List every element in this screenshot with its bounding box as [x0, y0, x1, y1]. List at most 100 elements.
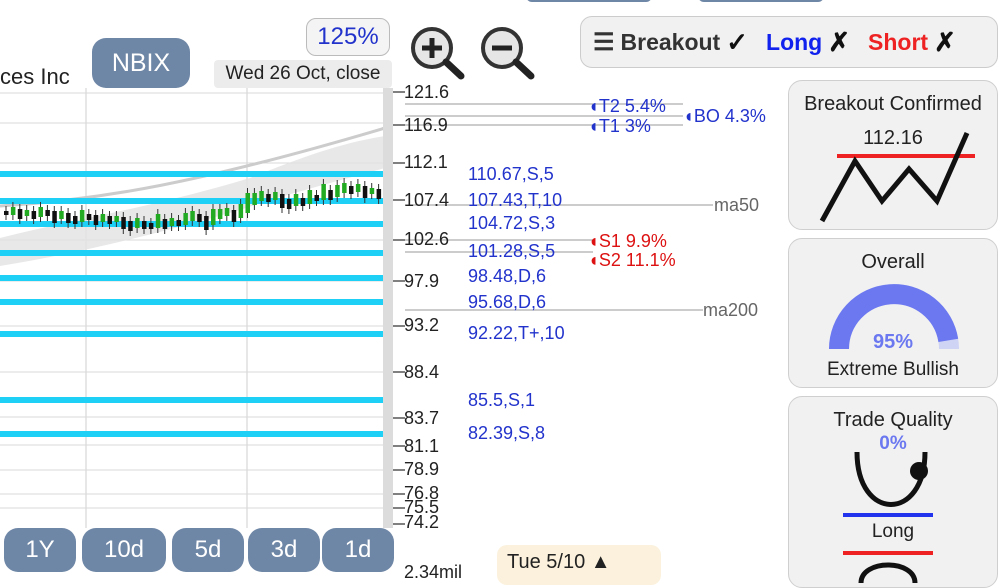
axis-tick-label: 88.4	[404, 362, 440, 382]
candle	[252, 193, 257, 205]
footer-date[interactable]: Tue 5/10 ▲	[497, 545, 661, 585]
axis-tick-label: 102.6	[404, 229, 450, 249]
candle	[31, 211, 37, 219]
trade-quality-card[interactable]: Trade Quality 0% Long	[788, 396, 998, 588]
stop-s1: ◖S1 9.9%	[588, 231, 667, 251]
candle	[93, 215, 99, 225]
level-label: 101.28,S,5	[468, 241, 556, 261]
ticker-button[interactable]: NBIX	[92, 38, 190, 88]
candle	[66, 213, 71, 223]
zoom-out-icon[interactable]	[478, 24, 536, 80]
trade-quality-icon	[843, 451, 933, 517]
candle	[286, 199, 292, 209]
level-label: 95.68,D,6	[468, 292, 547, 312]
candle	[38, 207, 43, 217]
candle	[114, 216, 119, 222]
breakout-card[interactable]: Breakout Confirmed 112.16	[788, 80, 998, 230]
candle	[79, 210, 85, 222]
trade-quality-title: Trade Quality	[833, 409, 953, 431]
candle	[280, 194, 285, 208]
company-name: ces Inc	[0, 64, 70, 89]
t1-marker-icon: ◖	[588, 116, 599, 136]
candle	[59, 211, 64, 219]
t2-marker-icon: ◖	[588, 96, 599, 116]
candle	[362, 186, 368, 198]
price-chart[interactable]	[0, 88, 400, 528]
candle	[335, 185, 340, 197]
axis-tick-label: 93.2	[404, 315, 440, 335]
candle	[86, 214, 92, 220]
candle	[17, 209, 23, 219]
timeframe-10d[interactable]: 10d	[82, 528, 166, 572]
candle	[155, 214, 161, 228]
candle	[224, 208, 230, 216]
target-t2: ◖T2 5.4%	[588, 96, 666, 116]
candle	[211, 209, 216, 225]
timeframe-3d[interactable]: 3d	[248, 528, 320, 572]
candle	[107, 216, 112, 224]
ma50-label: ma50	[714, 195, 760, 215]
candle	[245, 193, 250, 213]
level-label: 82.39,S,8	[468, 423, 546, 443]
long-label: Long	[766, 28, 823, 55]
candle	[135, 218, 140, 228]
candle	[273, 192, 278, 200]
trade-quality-percent: 0%	[879, 433, 907, 454]
list-icon: ☰	[593, 28, 615, 56]
candle	[24, 210, 30, 216]
candle	[100, 214, 106, 222]
overall-card[interactable]: Overall 95% Extreme Bullish	[788, 238, 998, 388]
axis-tick-label: 112.1	[404, 152, 448, 172]
axis-tick-label: 75.5	[404, 497, 440, 517]
level-label: 107.43,T,10	[468, 190, 563, 210]
zoom-level-badge[interactable]: 125%	[306, 18, 390, 56]
candle	[328, 190, 333, 200]
overall-verdict: Extreme Bullish	[827, 359, 959, 380]
candle	[369, 188, 375, 194]
axis-lines	[393, 91, 713, 525]
zoom-in-icon[interactable]	[408, 24, 466, 80]
candle	[148, 223, 154, 229]
signal-bar[interactable]: ☰ Breakout ✓ Long ✗ Short ✗	[580, 16, 998, 68]
candle	[169, 218, 175, 226]
candle	[128, 221, 133, 231]
ma200-label: ma200	[703, 300, 759, 320]
breakout-value: 112.16	[863, 127, 923, 149]
candle	[45, 210, 50, 216]
volume-label: 2.34mil	[404, 562, 463, 582]
candle	[376, 189, 382, 199]
axis-tick-label: 81.1	[404, 436, 440, 456]
candle	[300, 198, 306, 206]
bo-marker-icon: ◖	[683, 106, 694, 126]
top-tab-1[interactable]	[526, 0, 652, 2]
level-label: 85.5,S,1	[468, 390, 536, 410]
stop-s2: ◖S2 11.1%	[588, 250, 676, 270]
axis-tick-label: 83.7	[404, 408, 440, 428]
candle	[204, 216, 209, 230]
top-tab-2[interactable]	[698, 0, 824, 2]
candle	[321, 184, 326, 200]
breakout-label: Breakout	[620, 28, 721, 55]
s2-marker-icon: ◖	[588, 250, 599, 270]
s1-marker-icon: ◖	[588, 231, 599, 251]
axis-tick-label: 76.8	[404, 483, 440, 503]
target-bo: ◖BO 4.3%	[683, 106, 766, 126]
timeframe-1y[interactable]: 1Y	[4, 528, 76, 572]
gauge-icon	[829, 284, 959, 350]
candle	[142, 221, 147, 229]
axis-tick-label: 74.2	[404, 512, 440, 532]
timeframe-5d[interactable]: 5d	[172, 528, 244, 572]
timeframe-1d[interactable]: 1d	[322, 528, 394, 572]
candle	[197, 214, 202, 222]
candlesticks	[4, 178, 382, 236]
level-label: 98.48,D,6	[468, 266, 547, 286]
candle	[52, 211, 57, 223]
level-label: 104.72,S,3	[468, 213, 556, 233]
candle	[349, 186, 354, 194]
level-label: 92.22,T+,10	[468, 323, 565, 343]
candle	[266, 194, 271, 202]
candle	[355, 184, 361, 192]
axis-tick-label: 116.9	[404, 115, 448, 135]
candle	[217, 209, 223, 219]
short-label: Short	[868, 28, 929, 55]
